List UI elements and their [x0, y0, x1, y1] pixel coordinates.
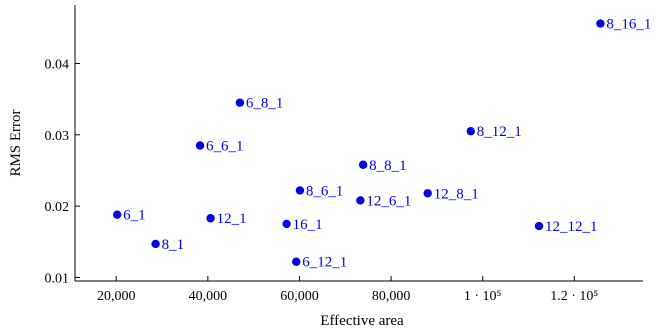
x-tick-label: 60,000: [280, 289, 319, 304]
data-point: [282, 219, 291, 229]
data-point: [466, 127, 475, 136]
data-point-label: 12_12_1: [545, 219, 598, 235]
y-tick-label: 0.01: [45, 271, 70, 286]
data-point-label: 8_6_1: [306, 183, 344, 199]
y-tick-label: 0.02: [45, 200, 70, 215]
data-points: 6_1 8_1 6_6_1 12_1 6_8_1 16_1 6_12_1 8_6_1 12_6_…: [112, 17, 651, 271]
data-point: [358, 160, 368, 169]
data-point: [195, 141, 205, 150]
data-point-label: 12_8_1: [434, 186, 479, 202]
data-point-label: 8_8_1: [369, 158, 407, 174]
y-ticks: 0.01 0.02 0.03 0.04: [45, 57, 80, 286]
data-point-label: 6_1: [123, 208, 146, 224]
data-point: [534, 221, 544, 231]
y-tick-label: 0.04: [45, 57, 70, 72]
data-point-label: 6_8_1: [246, 96, 284, 112]
data-point-label: 12_6_1: [366, 193, 411, 209]
data-point: [151, 239, 160, 249]
data-point: [423, 189, 432, 198]
axes: [74, 5, 643, 282]
data-point-label: 16_1: [293, 217, 323, 233]
data-point: [292, 257, 301, 266]
data-point-label: 8_16_1: [606, 17, 651, 33]
x-ticks: 20,000 40,000 60,000 80,000 1 · 10⁵ 1.2 · 10⁵: [97, 276, 598, 304]
data-point-label: 6_6_1: [206, 138, 244, 154]
data-point-label: 8_1: [162, 237, 185, 253]
data-point: [295, 186, 305, 195]
data-point: [235, 98, 245, 107]
y-tick-label: 0.03: [45, 129, 70, 144]
x-tick-label: 80,000: [372, 289, 411, 304]
x-tick-label: 40,000: [189, 289, 228, 304]
data-point: [356, 196, 365, 205]
data-point-label: 8_12_1: [477, 124, 522, 140]
x-axis-title: Effective area: [320, 313, 404, 329]
x-tick-label: 1.2 · 10⁵: [550, 289, 598, 304]
data-point: [206, 214, 215, 223]
data-point-label: 12_1: [217, 211, 247, 227]
x-tick-label: 1 · 10⁵: [464, 289, 502, 304]
data-point-label: 6_12_1: [302, 255, 347, 271]
data-point: [596, 19, 605, 28]
data-point: [112, 210, 122, 219]
y-axis-title: RMS Error: [8, 109, 24, 176]
x-tick-label: 20,000: [97, 289, 136, 304]
